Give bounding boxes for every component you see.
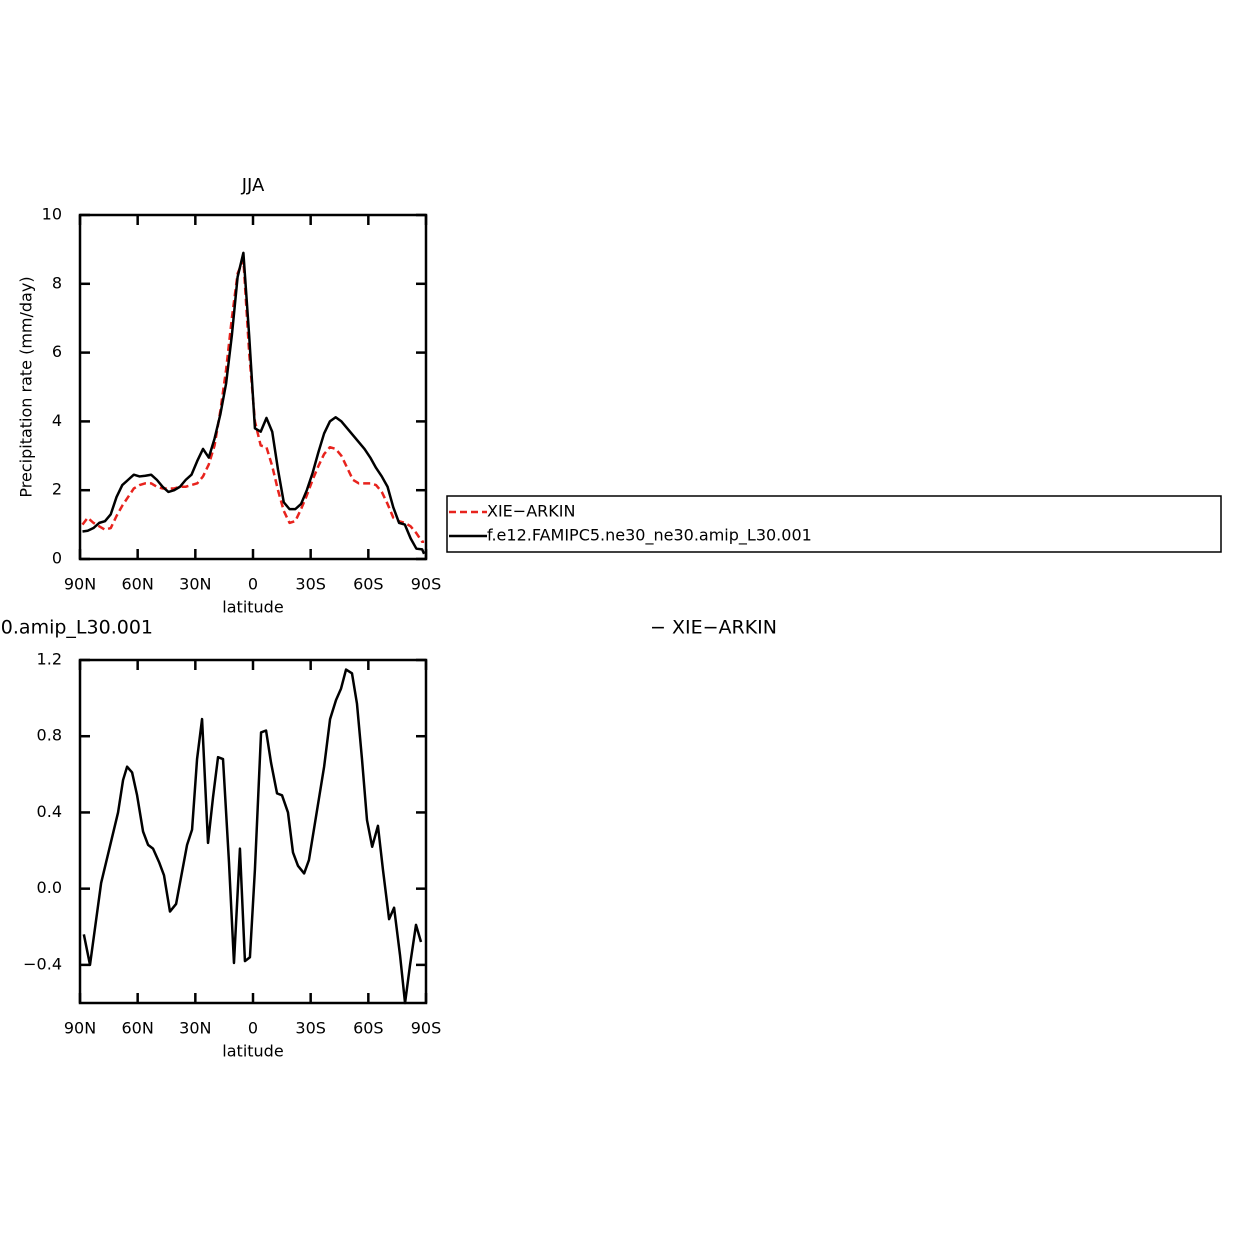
data-line <box>82 251 426 555</box>
chart-title: f.e12.FAMIPC5.ne30_ne30.amip_L30.001 <box>0 617 153 639</box>
chart-title: JJA <box>241 175 265 196</box>
x-tick-label: 30N <box>179 1019 211 1038</box>
y-tick-label: 0.4 <box>37 802 62 821</box>
x-tick-label: 90N <box>64 575 96 594</box>
y-tick-label: 0.8 <box>37 726 62 745</box>
x-tick-label: 90N <box>64 1019 96 1038</box>
y-tick-label: 10 <box>42 205 62 224</box>
y-tick-label: −0.4 <box>23 954 62 973</box>
x-tick-label: 60S <box>353 1019 384 1038</box>
y-tick-label: 4 <box>52 411 62 430</box>
legend-box <box>446 495 1222 553</box>
x-tick-label: 90S <box>411 575 442 594</box>
data-line <box>82 668 423 1005</box>
x-tick-label: 30S <box>295 1019 326 1038</box>
chart-title-right: − XIE−ARKIN <box>650 617 777 639</box>
x-tick-label: 90S <box>411 1019 442 1038</box>
y-tick-label: 2 <box>52 480 62 499</box>
legend-label: f.e12.FAMIPC5.ne30_ne30.amip_L30.001 <box>487 526 812 546</box>
panel-bottom: −0.4 0.0 0.4 0.8 1.2 90N 60N 30N 0 30S 60S 90S latit… <box>0 617 777 1061</box>
x-tick-label: 0 <box>248 1019 258 1038</box>
y-tick-label: 0.0 <box>37 878 62 897</box>
y-tick-label: 1.2 <box>37 650 62 669</box>
legend-label: XIE−ARKIN <box>487 502 575 521</box>
x-axis-label: latitude <box>222 598 283 617</box>
y-tick-label: 0 <box>52 549 62 568</box>
panel-top: 0 2 4 6 8 10 90N 60N 30N 0 30S 60S 90S latitude Precip… <box>17 175 1222 617</box>
x-tick-label: 30N <box>179 575 211 594</box>
plot-frame <box>78 658 428 1005</box>
y-tick-label: 8 <box>52 273 62 292</box>
x-tick-label: 60S <box>353 575 384 594</box>
y-axis-label: Precipitation rate (mm/day) <box>17 276 36 497</box>
x-axis-label: latitude <box>222 1042 283 1061</box>
y-tick-label: 6 <box>52 342 62 361</box>
y-axis-label: Precipitation rate (mm/day) <box>0 721 17 942</box>
x-tick-label: 0 <box>248 575 258 594</box>
x-tick-label: 60N <box>122 575 154 594</box>
x-tick-label: 30S <box>295 575 326 594</box>
x-tick-label: 60N <box>122 1019 154 1038</box>
